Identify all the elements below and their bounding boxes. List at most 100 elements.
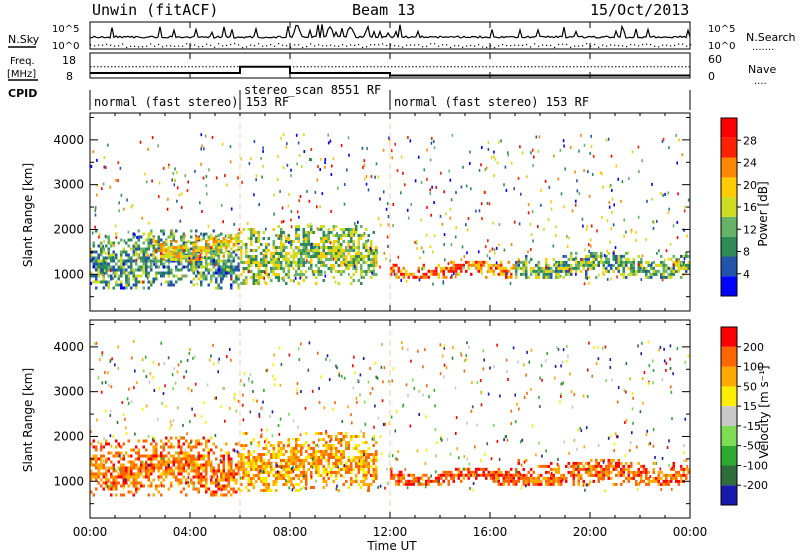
heatmap-cell — [605, 473, 608, 477]
heatmap-cell — [615, 473, 618, 477]
heatmap-cell — [582, 263, 585, 267]
heatmap-cell — [205, 232, 208, 236]
heatmap-cell — [454, 275, 457, 279]
heatmap-cell — [265, 252, 268, 255]
heatmap-cell — [196, 282, 198, 286]
heatmap-cell — [337, 468, 340, 471]
heatmap-cell — [290, 447, 293, 450]
heatmap-cell — [170, 481, 173, 485]
heatmap-cell — [367, 270, 370, 273]
heatmap-cell — [229, 348, 231, 351]
x-tick-label: 04:00 — [173, 525, 208, 539]
heatmap-cell — [620, 470, 623, 474]
heatmap-cell — [195, 268, 198, 272]
heatmap-cell — [407, 393, 409, 397]
heatmap-cell — [160, 454, 163, 458]
heatmap-cell — [287, 462, 290, 465]
heatmap-cell — [340, 243, 343, 246]
heatmap-cell — [155, 277, 158, 281]
heatmap-cell — [110, 483, 112, 487]
heatmap-cell — [325, 240, 328, 243]
heatmap-cell — [295, 447, 298, 450]
heatmap-cell — [337, 264, 340, 267]
heatmap-cell — [587, 275, 590, 279]
heatmap-cell — [337, 462, 340, 465]
heatmap-cell — [462, 165, 464, 169]
heatmap-cell — [585, 269, 588, 273]
heatmap-cell — [465, 467, 468, 471]
heatmap-cell — [112, 276, 114, 280]
nsearch-point — [202, 45, 204, 48]
heatmap-cell — [205, 490, 208, 494]
heatmap-cell — [238, 228, 241, 231]
heatmap-cell — [632, 257, 635, 261]
heatmap-cell — [102, 247, 105, 251]
heatmap-cell — [422, 365, 424, 369]
heatmap-cell — [340, 255, 343, 258]
heatmap-cell — [264, 440, 266, 444]
heatmap-cell — [661, 471, 663, 474]
heatmap-cell — [587, 170, 589, 174]
heatmap-cell — [167, 235, 170, 239]
heatmap-cell — [577, 428, 579, 432]
heatmap-cell — [469, 487, 471, 490]
heatmap-cell — [245, 456, 248, 459]
heatmap-cell — [112, 469, 115, 473]
heatmap-cell — [347, 228, 350, 231]
heatmap-cell — [137, 465, 139, 468]
heatmap-cell — [490, 263, 493, 267]
heatmap-cell — [242, 267, 245, 270]
heatmap-cell — [575, 464, 578, 468]
heatmap-cell — [157, 417, 159, 421]
heatmap-cell — [449, 452, 452, 456]
y-tick-label: 1000 — [53, 474, 84, 488]
nsearch-point — [578, 45, 580, 47]
heatmap-cell — [100, 445, 102, 449]
heatmap-cell — [153, 262, 155, 266]
heatmap-cell — [627, 266, 630, 270]
heatmap-cell — [192, 445, 195, 449]
heatmap-cell — [617, 257, 620, 261]
heatmap-cell — [230, 277, 233, 281]
heatmap-cell — [275, 489, 278, 492]
heatmap-cell — [345, 255, 348, 258]
heatmap-cell — [365, 270, 368, 273]
heatmap-cell — [486, 201, 489, 205]
heatmap-cell — [546, 351, 548, 355]
heatmap-cell — [335, 453, 338, 456]
heatmap-cell — [237, 176, 239, 180]
heatmap-cell — [297, 347, 300, 351]
heatmap-cell — [402, 266, 405, 270]
heatmap-cell — [469, 150, 471, 154]
heatmap-cell — [612, 263, 615, 267]
heatmap-cell — [520, 260, 523, 264]
heatmap-cell — [155, 243, 158, 246]
heatmap-cell — [590, 224, 593, 228]
heatmap-cell — [327, 237, 330, 240]
heatmap-cell — [372, 468, 375, 471]
heatmap-cell — [135, 457, 138, 461]
heatmap-cell — [165, 463, 168, 467]
heatmap-cell — [659, 467, 662, 471]
heatmap-cell — [113, 487, 115, 491]
heatmap-cell — [142, 475, 145, 479]
heatmap-cell — [525, 458, 528, 462]
heatmap-cell — [583, 169, 585, 173]
heatmap-cell — [641, 254, 644, 258]
heatmap-cell — [311, 457, 314, 461]
heatmap-cell — [366, 460, 369, 464]
heatmap-cell — [173, 183, 176, 187]
heatmap-cell — [430, 141, 433, 145]
heatmap-cell — [535, 476, 538, 480]
nsearch-point — [254, 45, 256, 47]
heatmap-cell — [130, 268, 133, 272]
heatmap-cell — [287, 252, 290, 255]
heatmap-cell — [292, 437, 294, 441]
colorbar-swatch — [721, 216, 737, 237]
heatmap-cell — [95, 445, 98, 449]
heatmap-cell — [317, 261, 320, 264]
heatmap-cell — [431, 136, 433, 140]
heatmap-cell — [500, 269, 503, 273]
heatmap-cell — [315, 444, 318, 447]
heatmap-cell — [181, 267, 183, 271]
